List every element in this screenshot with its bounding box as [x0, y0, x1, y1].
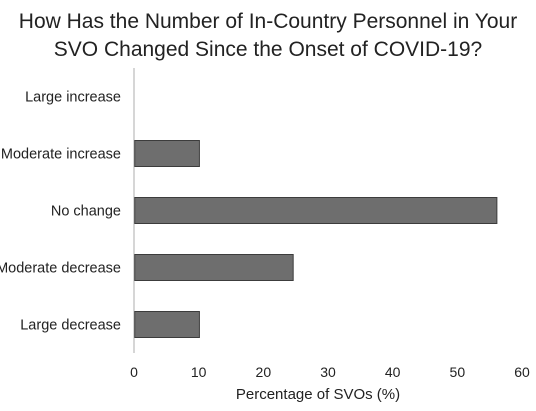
bar-large-decrease — [134, 311, 200, 338]
x-tick-label: 10 — [191, 364, 207, 380]
x-tick-label: 50 — [450, 364, 466, 380]
category-label: No change — [51, 204, 121, 220]
chart-title-line-1: How Has the Number of In-Country Personn… — [19, 10, 517, 33]
bar-no-change — [134, 197, 498, 224]
x-tick-label: 30 — [320, 364, 336, 380]
category-label: Large increase — [25, 90, 121, 106]
x-tick-label: 40 — [385, 364, 401, 380]
x-tick-label: 60 — [514, 364, 530, 380]
bar-moderate-decrease — [134, 254, 294, 281]
chart-title-line-2: SVO Changed Since the Onset of COVID-19? — [54, 38, 482, 61]
x-axis-title: Percentage of SVOs (%) — [236, 386, 400, 403]
category-label: Large decrease — [20, 318, 121, 334]
category-label: Moderate decrease — [0, 261, 121, 277]
category-label: Moderate increase — [1, 147, 121, 163]
x-tick-label: 0 — [130, 364, 138, 380]
bar-moderate-increase — [134, 140, 200, 167]
x-tick-label: 20 — [256, 364, 272, 380]
plot-area: Large increase Moderate increase No change… — [0, 68, 530, 380]
